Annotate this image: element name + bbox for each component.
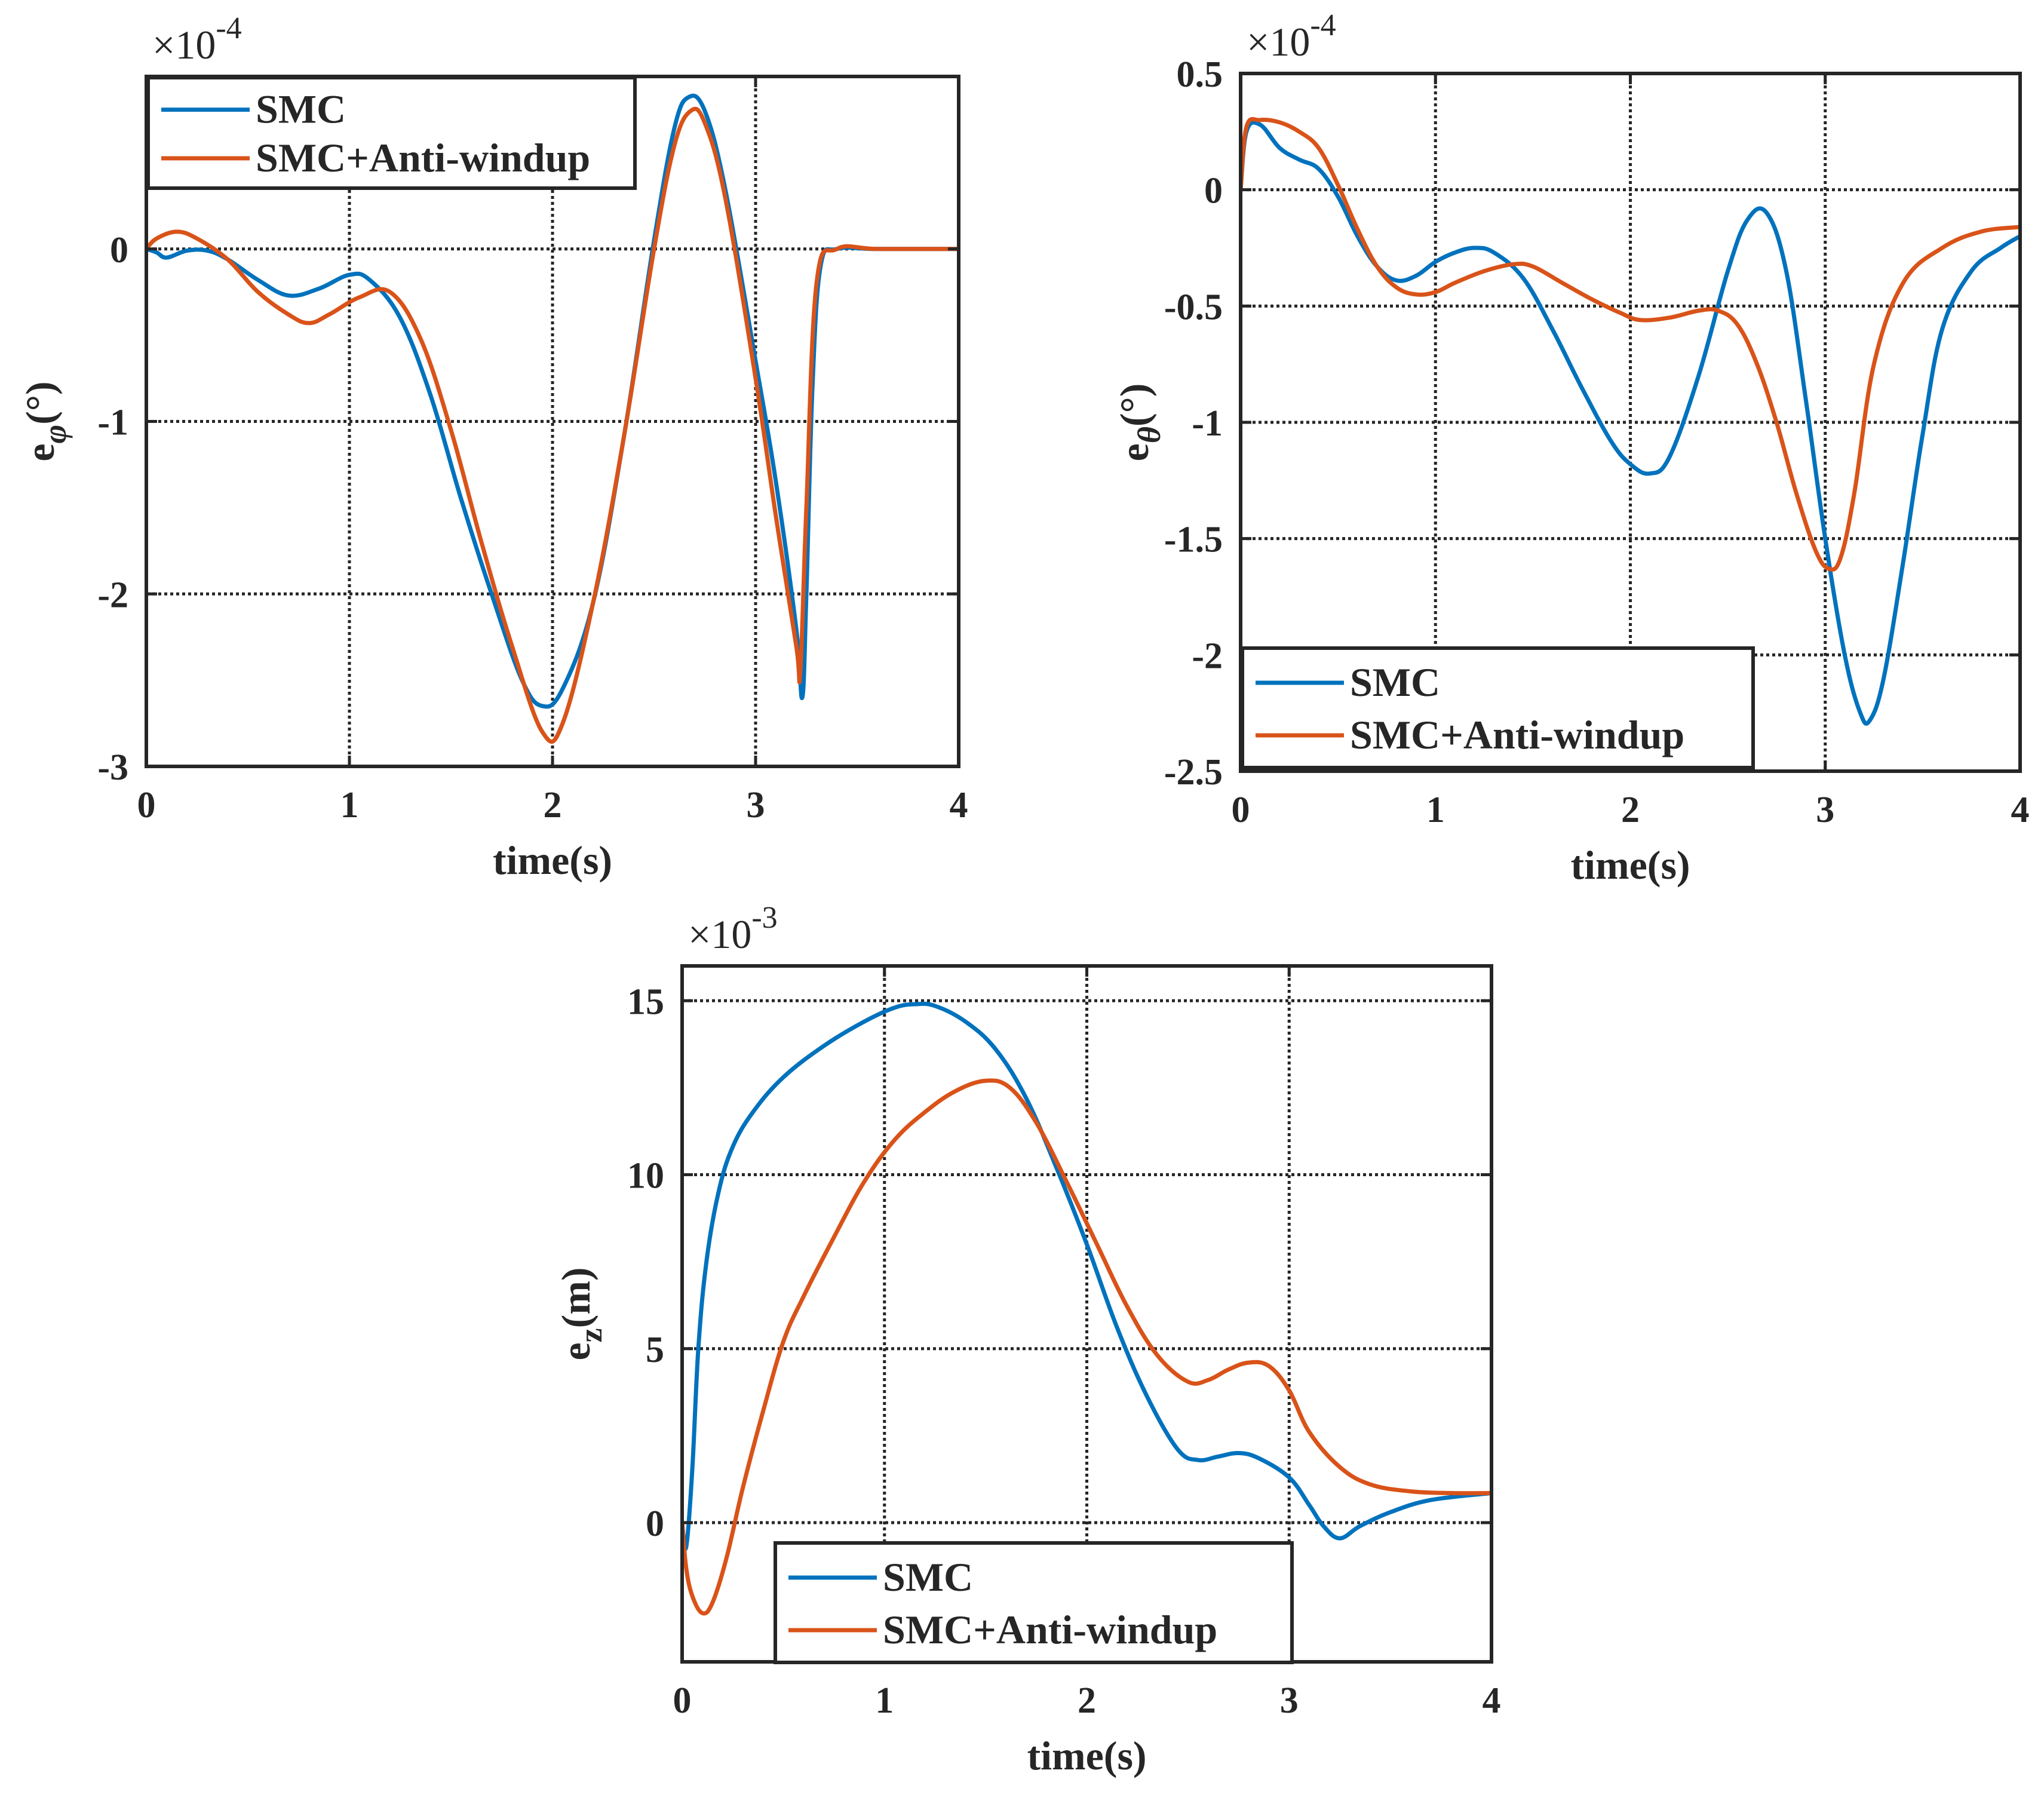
- x-tick-label: 1: [340, 785, 359, 826]
- exponent-power: -4: [1310, 8, 1336, 42]
- chart-theta: 0 1 2 3 4 -2.5 -2 -1.5 -1 -0.5 0 0.5 ×10-4 time(s) eθ(…: [1112, 8, 2030, 888]
- exponent-label: ×10-4: [1247, 8, 1336, 65]
- legend-label: SMC: [1350, 659, 1440, 705]
- legend-box: [146, 76, 637, 190]
- x-tick-label: 4: [2011, 790, 2030, 830]
- x-tick-label: 3: [747, 785, 765, 826]
- legend-box: [1241, 646, 1755, 769]
- legend-label: SMC+Anti-windup: [1350, 712, 1684, 757]
- x-tick-label: 3: [1280, 1680, 1299, 1721]
- x-tick-label: 0: [1232, 790, 1250, 830]
- series-line-smc: [1241, 120, 2020, 726]
- x-tick-label: 1: [875, 1680, 894, 1721]
- x-axis-label: time(s): [1027, 1733, 1146, 1778]
- legend-label: SMC: [883, 1554, 973, 1600]
- x-tick-label: 1: [1426, 790, 1445, 830]
- legend-label: SMC+Anti-windup: [883, 1607, 1217, 1652]
- y-tick-label: 0: [646, 1504, 664, 1544]
- series-line-smc-anti-windup: [1241, 116, 2020, 572]
- legend-box: [774, 1541, 1294, 1664]
- legend-label: SMC+Anti-windup: [256, 135, 590, 180]
- y-axis-label: eθ(°): [1112, 383, 1167, 462]
- y-axis-label: eφ(°): [17, 381, 73, 461]
- y-tick-label: 10: [627, 1156, 664, 1196]
- y-tick-label: 5: [646, 1330, 664, 1370]
- y-tick-label: -0.5: [1164, 287, 1223, 327]
- exponent-power: -3: [751, 901, 777, 935]
- y-tick-label: -2: [1192, 636, 1223, 676]
- y-axis-label: ez(m): [553, 1267, 609, 1360]
- x-tick-label: 4: [1483, 1680, 1501, 1721]
- chart-phi: 0 1 2 3 4 -3 -2 -1 0 ×10-4 time(s) eφ(°) SMCSMC+Anti…: [17, 11, 968, 883]
- exponent-label: ×10-3: [688, 901, 778, 957]
- x-tick-label: 4: [950, 785, 968, 826]
- legend-label: SMC: [256, 87, 346, 132]
- legend: SMC SMC+Anti-windup: [1241, 646, 1755, 769]
- x-tick-label: 2: [544, 785, 562, 826]
- y-tick-label: -1: [97, 403, 128, 443]
- y-tick-label: -3: [97, 747, 128, 788]
- y-tick-label: -1: [1192, 403, 1223, 444]
- series-line-smc-anti-windup: [682, 1078, 1491, 1616]
- y-tick-label: 0: [1204, 171, 1223, 211]
- series-line-smc-anti-windup: [146, 106, 959, 744]
- x-tick-label: 2: [1621, 790, 1640, 830]
- x-axis-label: time(s): [1570, 842, 1690, 888]
- chart-z: 0 1 2 3 4 0 5 10 15 ×10-3 time(s) ez(m) SMC SMC+Anti-…: [553, 901, 1501, 1778]
- x-tick-label: 0: [137, 785, 156, 826]
- y-tick-label: 0.5: [1177, 54, 1223, 95]
- exponent-label: ×10-4: [152, 11, 242, 68]
- exponent-power: -4: [216, 11, 241, 45]
- x-axis-label: time(s): [493, 837, 612, 883]
- x-tick-label: 0: [673, 1680, 692, 1721]
- y-tick-label: 15: [627, 981, 664, 1022]
- y-tick-label: -2: [97, 575, 128, 615]
- series-line-smc: [682, 1001, 1491, 1551]
- y-tick-label: -2.5: [1164, 752, 1223, 793]
- x-tick-label: 2: [1078, 1680, 1096, 1721]
- y-tick-label: 0: [110, 230, 128, 271]
- legend: SMC SMC+Anti-windup: [774, 1541, 1294, 1664]
- y-tick-label: -1.5: [1164, 520, 1223, 560]
- x-tick-label: 3: [1816, 790, 1834, 830]
